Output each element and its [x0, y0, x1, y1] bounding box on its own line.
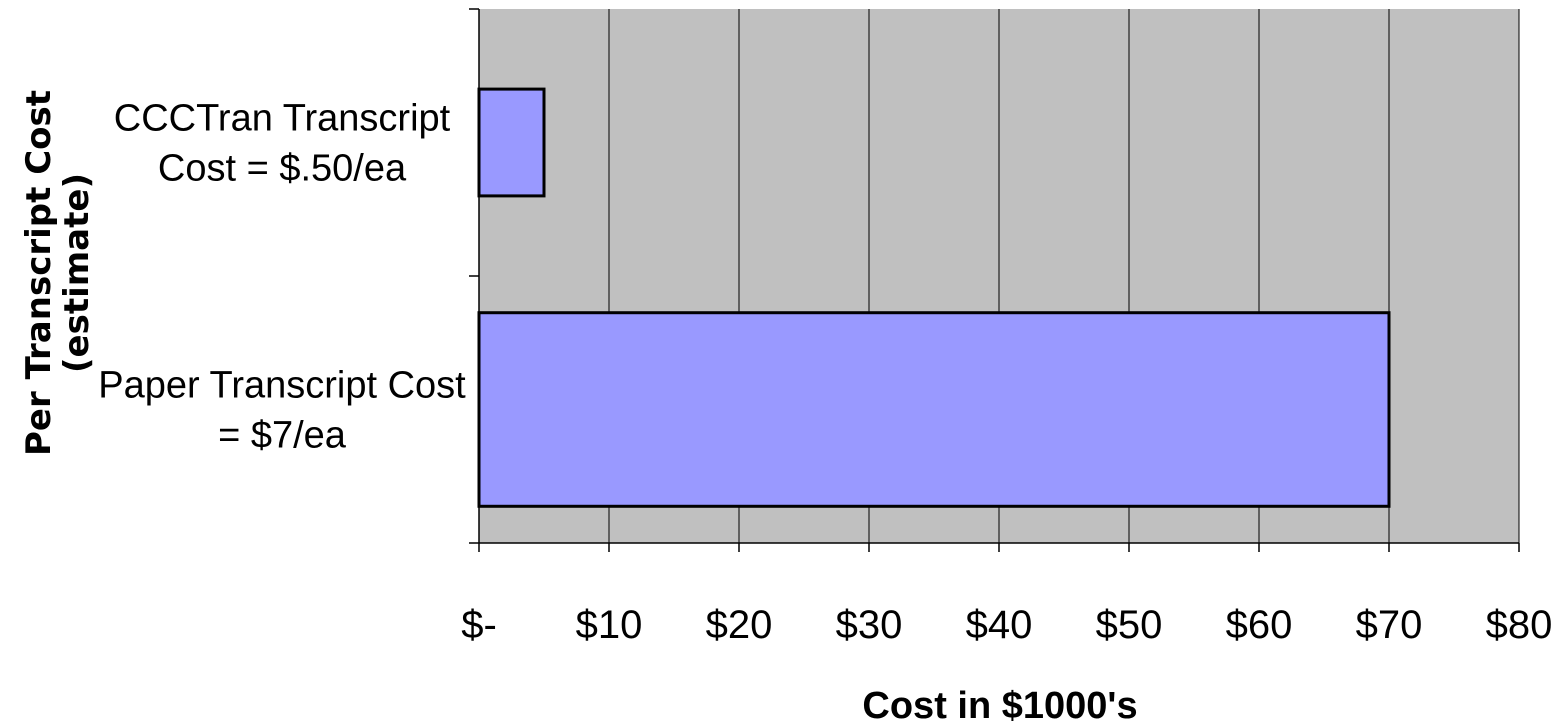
y-axis-title: Per Transcript Cost (estimate) — [19, 90, 97, 456]
bar — [477, 87, 546, 198]
y-category-label: Cost = $.50/ea — [158, 148, 407, 190]
x-tick-label: $10 — [576, 603, 643, 647]
x-tick-label: $40 — [966, 603, 1033, 647]
x-tick-label: $80 — [1486, 603, 1553, 647]
y-axis-title-line-2: (estimate) — [57, 173, 97, 373]
x-tick-label: $30 — [836, 603, 903, 647]
y-axis-title-line-1: Per Transcript Cost — [19, 90, 59, 456]
x-tick-label: $20 — [706, 603, 773, 647]
x-tick-label: $60 — [1226, 603, 1293, 647]
x-axis-title: Cost in $1000's — [862, 685, 1137, 727]
y-category-label: CCCTran Transcript — [114, 98, 451, 140]
bar — [477, 311, 1391, 508]
x-tick-label: $50 — [1096, 603, 1163, 647]
y-category-label: = $7/ea — [218, 415, 347, 457]
x-tick-label: $70 — [1356, 603, 1423, 647]
y-category-label: Paper Transcript Cost — [98, 365, 466, 407]
x-tick-label: $- — [461, 603, 497, 647]
